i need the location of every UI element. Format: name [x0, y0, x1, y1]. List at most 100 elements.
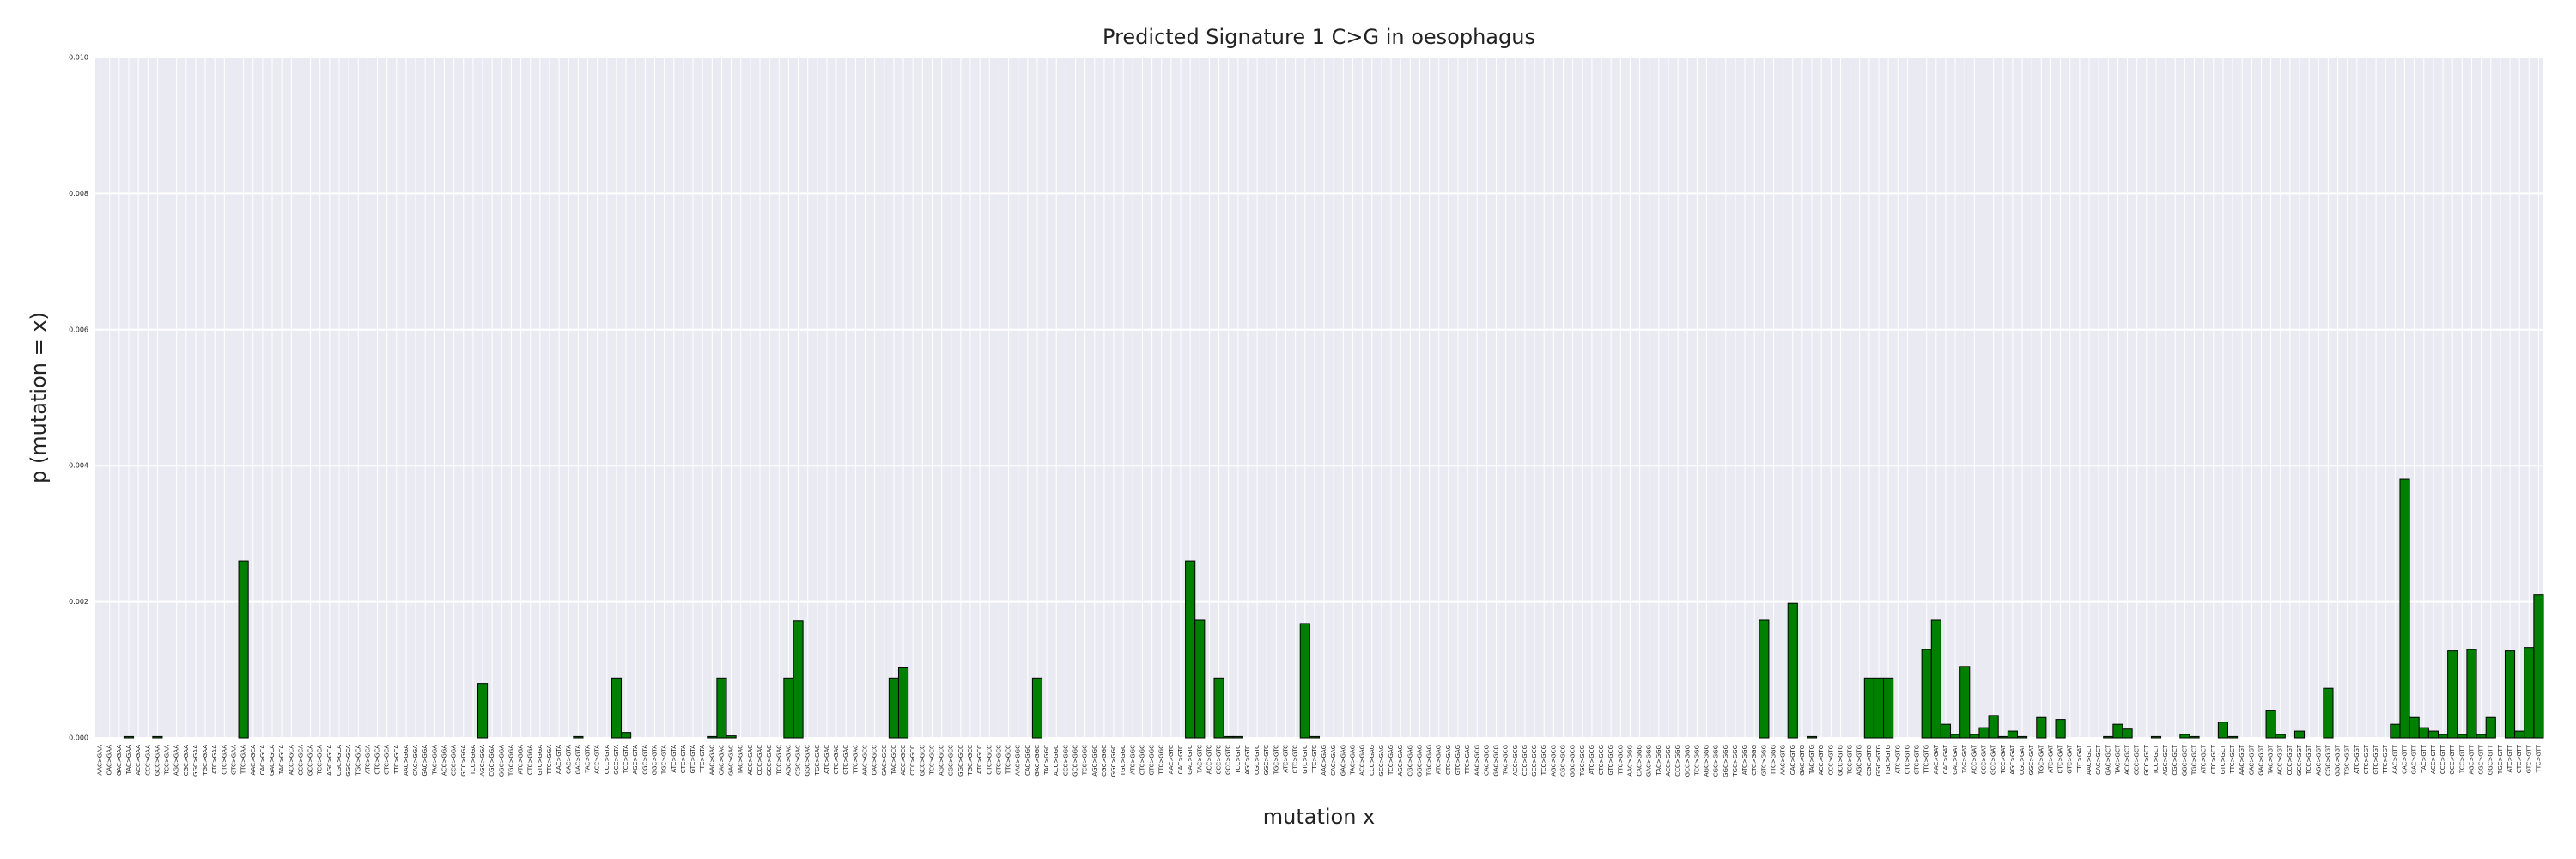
x-tick-label: TCC>GAA	[164, 745, 171, 776]
x-tick-label: GCC>GTC	[1225, 745, 1232, 775]
x-tick-label: ACC>GCC	[900, 745, 907, 776]
x-tick-label: CCC>GAC	[756, 745, 763, 776]
x-tick-label: TGC>GGT	[2344, 744, 2351, 776]
x-tick-label: GGC>GAG	[1416, 745, 1423, 777]
x-tick-label: CGC>GGG	[1713, 745, 1720, 777]
chart-title: Predicted Signature 1 C>G in oesophagus	[1103, 25, 1535, 49]
x-tick-label: GTC>GAA	[230, 745, 237, 775]
x-tick-label: GGC>GCG	[1570, 745, 1577, 777]
x-tick-label: CTC>GGT	[2363, 744, 2370, 774]
x-tick-label: TAC>GGA	[431, 745, 438, 776]
x-tick-label: TCC>GCC	[928, 745, 935, 776]
bar	[2504, 650, 2516, 739]
x-tick-label: CCC>GGG	[1674, 745, 1681, 777]
x-tick-label: CCC>GCC	[909, 745, 916, 776]
x-tick-label: CAC>GGA	[412, 745, 419, 776]
bar	[1988, 715, 1999, 739]
x-tick-label: CTC>GCG	[1598, 745, 1605, 775]
y-tick-label: 0.006	[69, 326, 88, 333]
x-tick-label: ATC>GGA	[518, 745, 525, 775]
x-tick-label: ACC>GCA	[288, 745, 295, 776]
x-tick-label: CCC>GGT	[2287, 744, 2293, 775]
bar	[1806, 735, 1818, 739]
x-tick-label: TAC>GGC	[1043, 745, 1050, 776]
x-tick-label: TTC>GAA	[240, 745, 247, 775]
x-tick-label: CTC>GTC	[1292, 745, 1299, 774]
x-tick-label: ACC>GTG	[1818, 745, 1825, 775]
x-tick-label: TTC>GCG	[1617, 745, 1624, 776]
x-tick-label: TTC>GTT	[2535, 744, 2542, 773]
bar	[1223, 735, 1234, 739]
x-tick-label: CGC>GTT	[2478, 744, 2485, 774]
x-tick-label: CTC>GGC	[1139, 745, 1145, 775]
x-tick-label: GAC>GAG	[1340, 745, 1346, 776]
x-tick-label: CGC>GTG	[1866, 745, 1873, 776]
x-tick-label: GAC>GGA	[422, 745, 428, 777]
y-tick-label: 0.000	[69, 734, 88, 742]
x-tick-label: GTC>GGC	[1149, 745, 1156, 776]
x-tick-label: CGC>GTC	[1254, 745, 1261, 775]
bar	[1232, 735, 1243, 739]
bar	[2390, 723, 2401, 739]
x-tick-label: GTC>GTA	[690, 745, 696, 774]
plot-background	[95, 58, 2543, 738]
x-tick-label: CAC>GGT	[2248, 744, 2255, 775]
bar	[2227, 735, 2239, 739]
x-tick-label: GTC>GTT	[2525, 744, 2532, 773]
x-tick-label: TGC>GAC	[814, 745, 821, 777]
x-tick-label: GAC>GGC	[1034, 745, 1041, 777]
x-tick-label: ATC>GGG	[1741, 745, 1748, 775]
x-tick-label: GAC>GTT	[2411, 744, 2418, 774]
x-tick-label: CGC>GGT	[2324, 744, 2331, 776]
bar	[2399, 478, 2410, 739]
x-tick-label: CGC>GGA	[489, 745, 495, 777]
x-tick-label: CAC>GTA	[565, 745, 572, 774]
bar	[1959, 666, 1971, 739]
bar	[238, 560, 249, 739]
x-tick-label: GCC>GTT	[2449, 744, 2456, 774]
x-tick-label: ACC>GCT	[2124, 744, 2131, 775]
x-tick-label: CTC>GAG	[1445, 745, 1452, 775]
x-tick-label: GAC>GCA	[269, 745, 276, 776]
x-tick-label: ATC>GCC	[976, 745, 983, 774]
x-tick-label: CTC>GAC	[833, 745, 840, 775]
bar	[716, 677, 727, 739]
x-tick-label: GGC>GTT	[2488, 744, 2494, 775]
x-tick-label: GTC>GAC	[842, 745, 849, 775]
bar	[1969, 734, 1980, 739]
x-tick-label: TGC>GTC	[1273, 745, 1279, 775]
x-tick-label: TAC>GCC	[890, 745, 897, 775]
bar	[1787, 602, 1798, 739]
bar	[2447, 650, 2458, 739]
x-tick-label: ACC>GAC	[747, 745, 754, 775]
x-tick-label: ACC>GAA	[135, 745, 142, 776]
bar	[2189, 735, 2200, 739]
x-tick-label: TAC>GTG	[1808, 745, 1815, 775]
bar	[2150, 735, 2162, 739]
x-tick-label: GGC>GGG	[1722, 745, 1729, 777]
x-tick-label: ACC>GGA	[440, 745, 447, 776]
bar	[1921, 649, 1932, 739]
x-tick-label: GCC>GTA	[613, 745, 620, 775]
x-tick-label: AAC>GCT	[2086, 744, 2093, 775]
x-tick-label: GAC>GCT	[2105, 744, 2111, 775]
x-tick-label: GGC>GGA	[498, 745, 505, 777]
x-tick-label: TGC>GCC	[967, 745, 974, 777]
x-tick-label: TAC>GAT	[1961, 744, 1968, 774]
bar	[1930, 619, 1941, 739]
x-tick-label: ATC>GAA	[211, 745, 218, 774]
x-tick-label: CTC>GCT	[2210, 744, 2217, 774]
x-tick-label: TGC>GCA	[355, 745, 361, 777]
bar	[2427, 730, 2439, 739]
bar	[2409, 716, 2420, 739]
y-tick-label: 0.002	[69, 598, 88, 606]
x-axis-label: mutation x	[1263, 805, 1376, 829]
bar	[1759, 619, 1770, 739]
x-tick-label: TCC>GGC	[1082, 745, 1089, 776]
x-tick-label: GTC>GCG	[1607, 745, 1614, 776]
bar	[477, 683, 489, 739]
x-tick-label: CGC>GAT	[2019, 744, 2026, 775]
bar	[707, 735, 718, 739]
x-tick-label: TTC>GTG	[1923, 745, 1930, 775]
